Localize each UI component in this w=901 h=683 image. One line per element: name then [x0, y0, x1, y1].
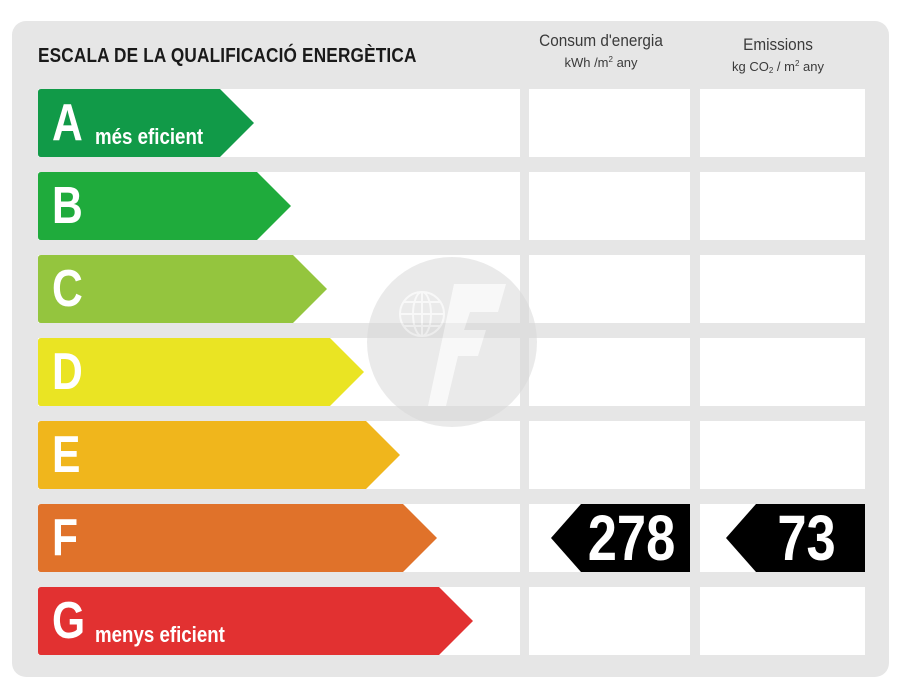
emissions-value: 73: [777, 502, 836, 574]
emissions-cell: [700, 255, 865, 323]
consum-column-header: Consum d'energia kWh /m2 any: [528, 31, 674, 70]
consum-unit: kWh /m2 any: [564, 55, 638, 70]
emissions-column-header: Emissions kg CO2 / m2 any: [702, 35, 854, 75]
emissions-cell: [700, 338, 865, 406]
rating-arrow-d: D: [38, 338, 364, 406]
watermark-logo-icon: [367, 257, 537, 427]
emissions-unit: kg CO2 / m2 any: [732, 59, 824, 75]
emissions-value-badge: 73: [726, 504, 865, 572]
emissions-cell: [700, 421, 865, 489]
rating-letter: F: [52, 509, 79, 567]
consum-value-badge: 278: [551, 504, 690, 572]
rating-letter: D: [52, 343, 83, 401]
rating-sublabel: menys eficient: [95, 622, 225, 647]
rating-letter: G: [52, 592, 86, 650]
consum-cell: [529, 89, 690, 157]
emissions-cell: [700, 587, 865, 655]
consum-cell: [529, 172, 690, 240]
rating-arrow-e: E: [38, 421, 400, 489]
consum-cell: [529, 338, 690, 406]
rating-arrow-a: A més eficient: [38, 89, 254, 157]
emissions-cell: [700, 172, 865, 240]
consum-cell: [529, 587, 690, 655]
rating-letter: B: [52, 177, 83, 235]
rating-arrow-f: F: [38, 504, 437, 572]
rating-letter: E: [52, 426, 81, 484]
rating-letter: A: [52, 94, 83, 152]
rating-arrow-c: C: [38, 255, 327, 323]
consum-value: 278: [587, 502, 676, 574]
rating-arrow-b: B: [38, 172, 291, 240]
rating-letter: C: [52, 260, 83, 318]
consum-cell: [529, 255, 690, 323]
page-title: ESCALA DE LA QUALIFICACIÓ ENERGÈTICA: [38, 45, 417, 67]
consum-label: Consum d'energia: [539, 31, 663, 50]
rating-arrow-g: G menys eficient: [38, 587, 473, 655]
rating-sublabel: més eficient: [95, 124, 204, 149]
emissions-cell: [700, 89, 865, 157]
consum-cell: [529, 421, 690, 489]
emissions-label: Emissions: [743, 35, 813, 54]
